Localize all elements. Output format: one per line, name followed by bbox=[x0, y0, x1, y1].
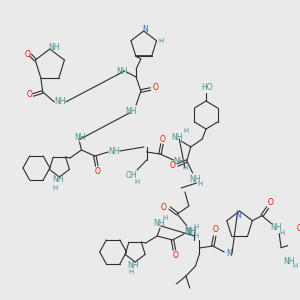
Text: H: H bbox=[52, 185, 57, 191]
Text: NH: NH bbox=[172, 133, 183, 142]
Text: NH: NH bbox=[74, 134, 85, 142]
Text: NH: NH bbox=[185, 226, 196, 236]
Text: O: O bbox=[25, 50, 31, 58]
Text: NH: NH bbox=[108, 146, 120, 155]
Text: OH: OH bbox=[125, 170, 137, 179]
Text: N: N bbox=[235, 211, 241, 220]
Text: NH: NH bbox=[48, 44, 59, 52]
Text: N: N bbox=[226, 250, 232, 259]
Text: H: H bbox=[162, 215, 167, 221]
Text: NH: NH bbox=[116, 68, 128, 76]
Text: O: O bbox=[268, 198, 274, 207]
Text: NH: NH bbox=[128, 260, 139, 269]
Text: O: O bbox=[95, 167, 101, 176]
Text: NH: NH bbox=[271, 223, 282, 232]
Text: O: O bbox=[161, 202, 167, 211]
Text: NH: NH bbox=[126, 106, 137, 116]
Text: NH: NH bbox=[153, 220, 165, 229]
Text: H: H bbox=[183, 128, 189, 134]
Text: O: O bbox=[169, 161, 175, 170]
Text: NH: NH bbox=[283, 257, 295, 266]
Text: O: O bbox=[152, 83, 158, 92]
Text: N: N bbox=[142, 26, 148, 34]
Text: O: O bbox=[213, 226, 219, 235]
Text: H: H bbox=[279, 230, 285, 236]
Text: HO: HO bbox=[201, 83, 213, 92]
Text: NH: NH bbox=[52, 176, 63, 184]
Text: H: H bbox=[159, 38, 164, 44]
Text: O: O bbox=[160, 134, 166, 143]
Text: H: H bbox=[198, 181, 203, 187]
Text: H: H bbox=[129, 269, 134, 275]
Text: O: O bbox=[296, 224, 300, 233]
Text: O: O bbox=[26, 90, 32, 99]
Text: NH: NH bbox=[189, 175, 200, 184]
Text: O: O bbox=[172, 250, 178, 260]
Text: H: H bbox=[194, 233, 199, 239]
Text: NH: NH bbox=[54, 98, 66, 106]
Text: H: H bbox=[134, 179, 140, 185]
Text: NH: NH bbox=[173, 158, 185, 166]
Text: NH: NH bbox=[184, 227, 196, 236]
Text: H: H bbox=[292, 263, 297, 269]
Text: H: H bbox=[182, 165, 188, 171]
Text: H: H bbox=[193, 224, 198, 230]
